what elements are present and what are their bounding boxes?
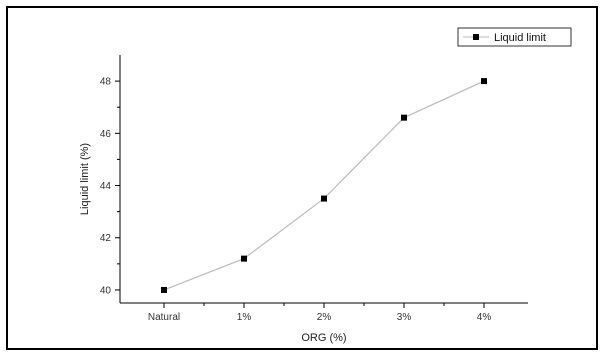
data-point-marker: [241, 255, 247, 262]
legend-box: [457, 27, 572, 47]
x-tick-label: 3%: [397, 312, 412, 323]
y-tick-label: 48: [100, 77, 112, 88]
y-ticks: 40 42 44 46 48: [100, 77, 120, 296]
x-ticks: Natural 1% 2% 3% 4%: [148, 303, 491, 323]
y-tick-label: 46: [100, 129, 112, 140]
data-point-marker: [481, 78, 487, 85]
x-axis-title: ORG (%): [301, 332, 346, 344]
y-tick-label: 40: [100, 285, 112, 296]
series-line: [163, 80, 485, 291]
data-point-marker: [401, 114, 407, 121]
x-tick-label: Natural: [148, 312, 180, 323]
series-layer: [161, 78, 487, 293]
x-tick-label: 1%: [237, 312, 252, 323]
figure-frame: [6, 6, 598, 350]
data-point-marker: [321, 195, 327, 202]
axes: [119, 55, 528, 304]
x-tick-label: 4%: [477, 312, 492, 323]
y-tick-label: 42: [100, 233, 112, 244]
y-tick-label: 44: [100, 181, 112, 192]
data-point-marker: [161, 286, 167, 293]
x-tick-label: 2%: [317, 312, 332, 323]
y-axis-title: Liquid limit (%): [79, 143, 91, 215]
legend-marker-swatch: [473, 34, 479, 40]
legend-label: Liquid limit: [494, 32, 546, 44]
legend: Liquid limit: [457, 27, 572, 47]
